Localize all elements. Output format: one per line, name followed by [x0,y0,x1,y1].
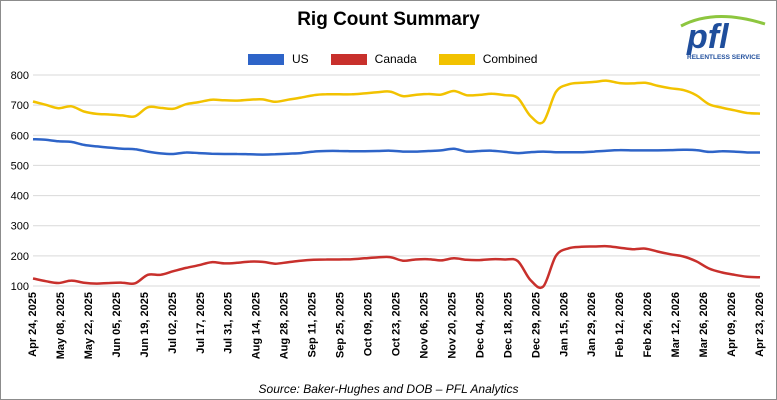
x-tick-label: Nov 20, 2025 [446,292,458,359]
legend-item-combined: Combined [438,52,538,66]
x-tick-label: Nov 06, 2025 [418,292,430,359]
series-line-us [32,137,761,156]
x-tick-label: Jan 29, 2026 [586,292,598,357]
x-tick-label: Feb 26, 2026 [642,292,654,357]
x-tick-label: Mar 12, 2026 [670,292,682,357]
y-tick-label: 600 [11,130,29,142]
x-tick-label: Dec 29, 2025 [530,292,542,358]
source-note: Source: Baker-Hughes and DOB – PFL Analy… [258,382,519,396]
y-tick-label: 700 [11,100,29,112]
x-tick-label: Jul 17, 2025 [195,292,207,354]
x-tick-label: Oct 09, 2025 [363,292,375,356]
x-tick-label: Dec 04, 2025 [474,292,486,358]
x-tick-label: Jun 05, 2025 [111,292,123,357]
y-tick-label: 300 [11,221,29,233]
legend-item-canada: Canada [330,52,417,66]
y-tick-label: 500 [11,160,29,172]
x-tick-label: Apr 24, 2025 [27,292,39,357]
legend-swatch-us [248,53,284,65]
x-tick-label: Aug 14, 2025 [251,292,263,359]
x-tick-label: May 22, 2025 [83,292,95,359]
logo-tagline: RELENTLESS SERVICE [687,54,761,61]
x-tick-label: Oct 23, 2025 [391,292,403,356]
legend-label-us: US [292,52,309,66]
series-line-combined [32,79,761,125]
legend-swatch-canada [330,53,367,65]
x-tick-label: Sep 11, 2025 [307,292,319,357]
series-line-canada [32,244,761,290]
x-tick-label: Mar 26, 2026 [698,292,710,357]
legend-swatch-combined [438,53,475,65]
x-tick-label: Dec 18, 2025 [502,292,514,358]
pfl-logo: pfl RELENTLESS SERVICE [680,15,766,61]
x-tick-label: May 08, 2025 [55,292,67,359]
y-tick-label: 200 [11,251,29,263]
x-tick-label: Jul 02, 2025 [167,292,179,354]
y-tick-label: 400 [11,191,29,203]
chart-title: Rig Count Summary [297,9,480,30]
logo-swoosh [680,15,766,28]
x-tick-label: Aug 28, 2025 [279,292,291,359]
logo-wordmark: pfl [686,18,730,56]
y-tick-label: 100 [11,281,29,293]
x-tick-label: Feb 12, 2026 [614,292,626,357]
x-tick-label: Apr 23, 2026 [754,292,766,357]
x-tick-label: Jun 19, 2025 [139,292,151,357]
x-tick-label: Apr 09, 2026 [726,292,738,357]
x-tick-label: Jul 31, 2025 [223,292,235,354]
legend-item-us: US [248,52,309,66]
legend-label-canada: Canada [374,52,417,66]
legend-label-combined: Combined [482,52,538,66]
x-tick-label: Jan 15, 2026 [558,292,570,357]
legend: US Canada Combined [248,52,559,66]
y-tick-label: 800 [11,70,29,82]
x-tick-label: Sep 25, 2025 [335,292,347,358]
